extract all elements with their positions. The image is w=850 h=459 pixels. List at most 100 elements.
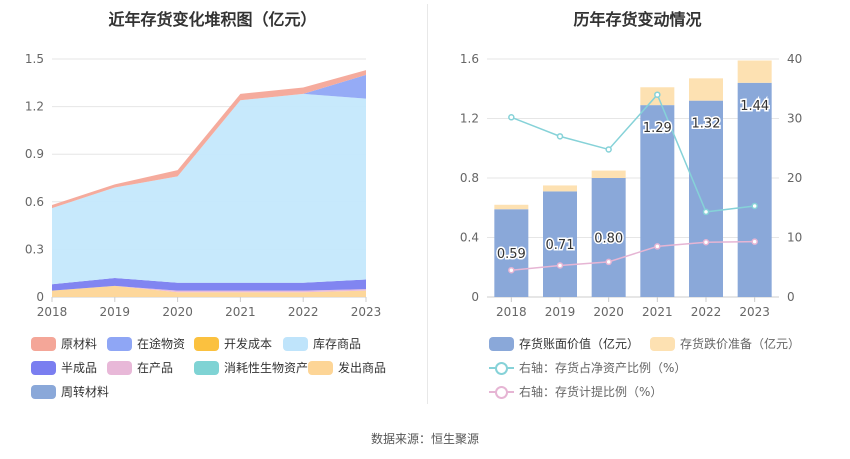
bar-book-value <box>591 178 626 297</box>
chart-divider <box>427 4 428 404</box>
left-chart-title: 近年存货变化堆积图（亿元） <box>108 10 317 29</box>
bar-value-label: 0.71 <box>546 238 575 253</box>
legend-item-semi-finished[interactable]: 半成品 <box>31 359 97 376</box>
bar-value-label: 1.32 <box>692 117 721 132</box>
legend-swatch-semi-finished <box>31 360 56 375</box>
legend-item-book-value[interactable]: 存货账面价值（亿元） <box>489 335 639 352</box>
legend-item-raw-material[interactable]: 原材料 <box>31 335 97 352</box>
area-发出商品 <box>52 285 366 297</box>
x-tick-label: 2022 <box>691 305 722 319</box>
x-tick-label: 2019 <box>545 305 576 319</box>
legend-label: 存货账面价值（亿元） <box>519 337 640 351</box>
x-tick-label: 2019 <box>100 305 131 319</box>
bar-impairment <box>689 78 723 101</box>
bar-impairment <box>737 60 772 83</box>
legend-label: 周转材料 <box>61 385 110 399</box>
legend-swatch-revolving-materials <box>31 384 56 399</box>
legend-swatch-goods-shipped <box>308 360 333 375</box>
legend-swatch-raw-material <box>31 336 56 351</box>
area-原材料 <box>52 70 366 209</box>
legend-item-goods-in-transit[interactable]: 在途物资 <box>107 335 185 352</box>
x-tick-label: 2023 <box>739 305 770 319</box>
bar-value-label: 1.29 <box>643 121 672 136</box>
area-库存商品 <box>52 93 366 285</box>
line-point-2 <box>702 239 710 246</box>
line-point-2 <box>508 266 515 274</box>
y-tick-label: 0.3 <box>25 242 44 256</box>
legend-item-inventory-net-asset-ratio[interactable]: 右轴：存货占净资产比例（%） <box>489 359 686 376</box>
y-tick-label: 1.2 <box>460 112 479 126</box>
line-point-1 <box>702 208 710 216</box>
legend-label: 右轴：存货计提比例（%） <box>519 385 663 399</box>
bar-value-label: 0.59 <box>497 247 526 262</box>
bar-book-value <box>689 100 723 298</box>
bar-book-value <box>543 191 577 297</box>
y-tick-label: 0.6 <box>25 195 44 209</box>
line-point-1 <box>605 146 612 153</box>
legend-item-finished-goods[interactable]: 库存商品 <box>283 335 361 352</box>
right-chart-title: 历年存货变动情况 <box>573 10 702 29</box>
line-series-1 <box>511 93 755 213</box>
legend-item-impairment[interactable]: 存货跌价准备（亿元） <box>650 335 800 352</box>
x-tick-label: 2022 <box>288 305 319 319</box>
legend-label: 开发成本 <box>224 337 273 351</box>
line-point-1 <box>751 202 758 210</box>
area-在途物资 <box>52 74 366 209</box>
x-tick-label: 2020 <box>593 305 624 319</box>
y-tick-label: 1.6 <box>460 52 479 66</box>
legend-item-goods-shipped[interactable]: 发出商品 <box>308 359 386 376</box>
legend-label: 原材料 <box>61 337 98 351</box>
x-tick-label: 2020 <box>162 305 193 319</box>
legend-swatch-book-value <box>489 336 514 351</box>
line-series-2 <box>511 240 755 271</box>
legend-swatch-biological-assets <box>194 360 219 375</box>
legend-label: 在途物资 <box>137 337 186 351</box>
line-point-2 <box>654 243 661 250</box>
x-tick-label: 2023 <box>351 305 382 319</box>
x-tick-label: 2021 <box>642 305 673 319</box>
y-tick-label: 1.5 <box>25 52 44 66</box>
legend-label: 存货跌价准备（亿元） <box>680 337 801 351</box>
data-source: 数据来源：恒生聚源 <box>370 432 479 446</box>
legend-item-biological-assets[interactable]: 消耗性生物资产 <box>194 359 308 376</box>
line-point-1 <box>654 91 661 98</box>
legend-label: 发出商品 <box>338 361 387 375</box>
legend-swatch-goods-in-transit <box>107 336 132 351</box>
line-point-1 <box>556 133 564 140</box>
legend-item-work-in-progress[interactable]: 在产品 <box>107 359 173 376</box>
y2-tick-label: 10 <box>787 231 802 245</box>
legend-label: 在产品 <box>137 361 174 375</box>
y-tick-label: 0 <box>36 290 44 304</box>
x-tick-label: 2018 <box>496 305 527 319</box>
y2-tick-label: 30 <box>787 112 802 126</box>
legend-swatch-development-cost <box>194 336 219 351</box>
x-tick-label: 2021 <box>225 305 256 319</box>
y-tick-label: 0.9 <box>25 147 44 161</box>
line-point-2 <box>556 262 564 269</box>
bar-book-value <box>494 209 529 297</box>
y2-tick-label: 0 <box>787 290 795 304</box>
line-point-2 <box>605 258 612 266</box>
legend-item-provision-ratio[interactable]: 右轴：存货计提比例（%） <box>489 383 662 400</box>
legend-swatch-line-2 <box>489 385 514 399</box>
line-point-1 <box>508 114 515 121</box>
legend-label: 库存商品 <box>313 337 362 351</box>
y-tick-label: 0.8 <box>460 171 479 185</box>
legend-label: 右轴：存货占净资产比例（%） <box>519 361 687 375</box>
bar-value-label: 0.80 <box>594 232 623 247</box>
legend-swatch-work-in-progress <box>107 360 132 375</box>
area-半成品 <box>52 277 366 291</box>
x-tick-label: 2018 <box>37 305 68 319</box>
y2-tick-label: 40 <box>787 52 802 66</box>
y-tick-label: 0 <box>471 290 479 304</box>
bar-book-value <box>640 105 675 297</box>
bar-impairment <box>543 185 577 192</box>
legend-swatch-impairment <box>650 336 675 351</box>
bar-book-value <box>737 82 772 297</box>
legend-label: 半成品 <box>61 361 98 375</box>
line-point-2 <box>751 238 758 245</box>
legend-item-revolving-materials[interactable]: 周转材料 <box>31 383 109 400</box>
legend-item-development-cost[interactable]: 开发成本 <box>194 335 272 352</box>
bar-impairment <box>494 204 529 210</box>
